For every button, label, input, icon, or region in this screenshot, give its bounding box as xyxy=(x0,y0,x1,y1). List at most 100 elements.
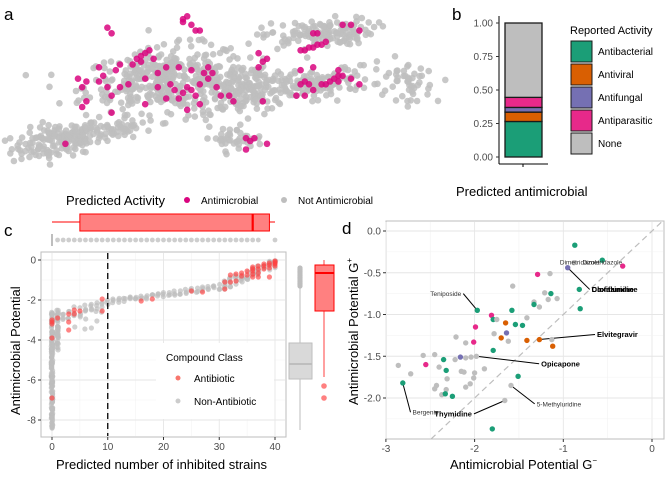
c-ticks: 0 10 20 30 40 0 -2 -4 -6 -8 xyxy=(27,256,281,454)
a-point-not-antimicrobial xyxy=(264,105,271,112)
a-point-antimicrobial xyxy=(217,92,225,99)
b-bar-segment-antiparasitic xyxy=(504,96,543,109)
c-legend: Compound Class Antibiotic Non-Antibiotic xyxy=(156,343,274,419)
c-point-non-antibiotic xyxy=(54,328,60,334)
a-point-not-antimicrobial xyxy=(148,65,156,73)
a-point-not-antimicrobial xyxy=(274,45,281,53)
d-point-none xyxy=(491,331,497,337)
a-point-antimicrobial xyxy=(108,30,115,37)
d-point-none xyxy=(547,270,553,277)
b-y-axis-title: Proportion with reported activity xyxy=(458,0,473,183)
a-point-antimicrobial xyxy=(175,64,183,71)
a-point-not-antimicrobial xyxy=(425,67,433,75)
c-point-non-antibiotic xyxy=(60,316,66,322)
a-point-antimicrobial xyxy=(146,47,153,54)
a-point-antimicrobial xyxy=(255,64,262,71)
d-point-none xyxy=(461,369,467,375)
a-point-not-antimicrobial xyxy=(247,54,254,61)
a-point-not-antimicrobial xyxy=(269,29,277,36)
d-point-none xyxy=(444,376,450,382)
a-point-not-antimicrobial xyxy=(409,74,416,82)
d-point-antiparasitic xyxy=(488,312,495,318)
a-point-not-antimicrobial xyxy=(32,134,40,142)
c-right-box-antibiotic xyxy=(314,264,335,312)
a-point-not-antimicrobial xyxy=(303,73,310,80)
a-point-not-antimicrobial xyxy=(177,102,185,110)
d-point-antifungal xyxy=(503,330,510,336)
a-point-not-antimicrobial xyxy=(1,137,9,144)
a-point-antimicrobial xyxy=(309,86,317,94)
a-point-antimicrobial xyxy=(251,134,258,142)
a-point-not-antimicrobial xyxy=(230,74,237,81)
b-legend-key-antifungal xyxy=(570,86,593,109)
c-top-box-outlier xyxy=(60,237,66,243)
a-point-not-antimicrobial xyxy=(219,125,227,133)
c-point-antibiotic xyxy=(233,278,239,284)
a-point-not-antimicrobial xyxy=(14,142,21,149)
a-point-not-antimicrobial xyxy=(303,54,311,61)
c-point-non-antibiotic xyxy=(177,291,183,297)
b-y-ticks: 0.00 0.25 0.50 0.75 1.00 xyxy=(474,19,499,164)
a-point-not-antimicrobial xyxy=(410,84,418,92)
a-point-antimicrobial xyxy=(225,92,233,99)
a-point-not-antimicrobial xyxy=(260,31,267,38)
a-point-not-antimicrobial xyxy=(354,34,361,42)
c-point-non-antibiotic xyxy=(82,326,88,332)
a-point-antimicrobial xyxy=(335,66,342,74)
d-annotation-label: Bergenin xyxy=(413,410,439,417)
d-x-tick-label: -1 xyxy=(559,444,568,455)
d-point-antibacterial xyxy=(512,321,519,328)
c-legend-key-non-antibiotic xyxy=(175,398,181,404)
a-point-antimicrobial xyxy=(108,92,115,99)
a-point-not-antimicrobial xyxy=(286,91,293,99)
d-point-antiviral xyxy=(536,336,543,343)
a-point-not-antimicrobial xyxy=(87,119,95,126)
d-point-none xyxy=(443,386,449,393)
b-legend-items: Antibacterial Antiviral Antifungal Antipara… xyxy=(570,40,653,155)
b-y-axis-title-clip: Proportion with reported activity xyxy=(458,0,473,183)
a-point-not-antimicrobial xyxy=(200,88,207,95)
a-point-not-antimicrobial xyxy=(367,30,375,38)
d-point-antiparasitic xyxy=(423,361,429,368)
c-point-non-antibiotic xyxy=(132,296,138,302)
a-point-not-antimicrobial xyxy=(27,148,35,155)
a-point-not-antimicrobial xyxy=(187,43,195,50)
a-point-not-antimicrobial xyxy=(425,85,432,92)
c-point-non-antibiotic xyxy=(205,286,211,293)
a-point-not-antimicrobial xyxy=(28,143,35,151)
a-point-not-antimicrobial xyxy=(145,94,152,101)
a-point-not-antimicrobial xyxy=(129,117,136,124)
d-leader-lines xyxy=(402,267,596,415)
d-annotation-label: Opicapone xyxy=(541,359,580,368)
a-point-not-antimicrobial xyxy=(353,13,360,21)
c-point-antibiotic xyxy=(71,307,77,313)
a-point-not-antimicrobial xyxy=(127,70,134,77)
d-y-axis-title-text: Antimicrobial Potential G xyxy=(346,263,361,405)
a-point-not-antimicrobial xyxy=(201,52,209,59)
b-y-tick-label: 0.25 xyxy=(474,119,494,130)
a-point-not-antimicrobial xyxy=(184,75,191,83)
a-point-not-antimicrobial xyxy=(242,74,249,81)
a-point-antimicrobial xyxy=(347,21,355,29)
d-leader-line xyxy=(510,385,535,405)
a-point-antimicrobial xyxy=(78,83,86,91)
c-y-tick-label: -4 xyxy=(27,336,36,347)
d-point-antibacterial xyxy=(577,306,583,312)
a-point-not-antimicrobial xyxy=(416,72,423,80)
a-point-not-antimicrobial xyxy=(283,78,291,85)
c-x-tick-label: 10 xyxy=(102,442,114,453)
d-point-none xyxy=(473,353,480,359)
d-point-none xyxy=(549,336,555,343)
a-point-not-antimicrobial xyxy=(393,77,401,85)
c-point-non-antibiotic xyxy=(217,281,223,288)
a-point-not-antimicrobial xyxy=(404,103,412,110)
c-point-non-antibiotic xyxy=(49,329,56,335)
c-point-antibiotic xyxy=(49,335,55,341)
c-point-non-antibiotic xyxy=(195,285,201,291)
a-point-not-antimicrobial xyxy=(323,92,330,99)
c-point-non-antibiotic xyxy=(216,286,222,292)
a-point-not-antimicrobial xyxy=(6,135,14,142)
c-point-non-antibiotic xyxy=(82,302,88,308)
c-point-antibiotic xyxy=(77,308,83,314)
